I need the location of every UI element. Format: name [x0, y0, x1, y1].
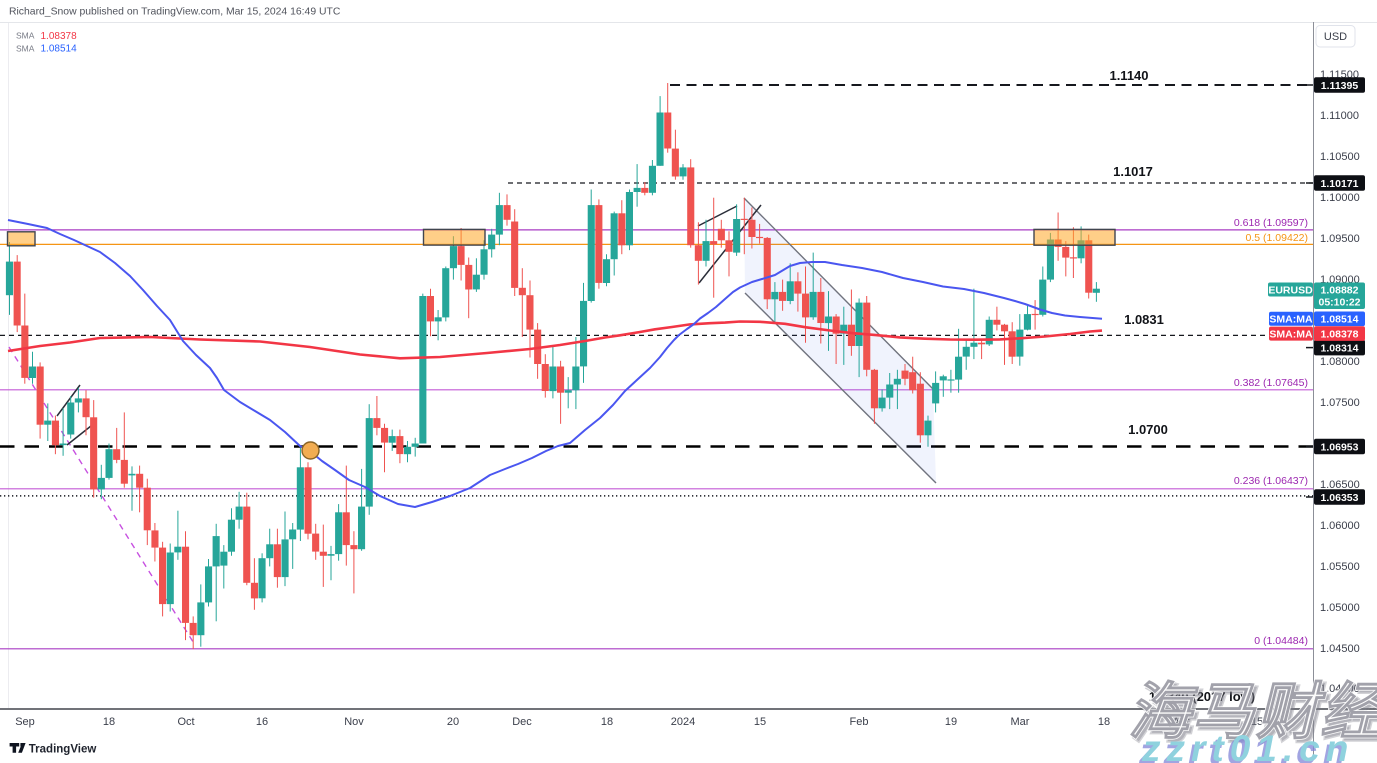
svg-text:Oct: Oct: [177, 716, 194, 728]
svg-text:1.08514: 1.08514: [1321, 314, 1359, 326]
svg-text:16: 16: [256, 716, 268, 728]
svg-text:1.10000: 1.10000: [1320, 192, 1360, 204]
svg-text:1.08882: 1.08882: [1321, 285, 1359, 297]
svg-text:1.05500: 1.05500: [1320, 561, 1360, 573]
svg-text:20: 20: [447, 716, 459, 728]
svg-text:SMA: SMA: [16, 43, 35, 53]
svg-text:1.04500: 1.04500: [1320, 643, 1360, 655]
svg-text:Apr: Apr: [1172, 716, 1189, 728]
svg-text:USD: USD: [1324, 31, 1347, 43]
svg-text:0.236 (1.06437): 0.236 (1.06437): [1234, 475, 1308, 487]
svg-text:15: 15: [1251, 716, 1263, 728]
svg-text:18: 18: [1098, 716, 1110, 728]
svg-text:SMA:MA: SMA:MA: [1269, 314, 1313, 326]
svg-text:15: 15: [754, 716, 766, 728]
svg-text:1.08378: 1.08378: [41, 31, 78, 42]
svg-text:1.0700: 1.0700: [1128, 422, 1168, 437]
svg-text:TradingView: TradingView: [29, 743, 97, 755]
svg-text:Mar: Mar: [1011, 716, 1030, 728]
svg-text:0.382 (1.07645): 0.382 (1.07645): [1234, 377, 1308, 389]
svg-text:1.05000: 1.05000: [1320, 602, 1360, 614]
svg-text:1.09500: 1.09500: [1320, 233, 1360, 245]
svg-text:1.1140: 1.1140: [1109, 68, 1148, 83]
svg-text:1.06353: 1.06353: [1321, 492, 1359, 504]
svg-text:Dec: Dec: [512, 716, 532, 728]
svg-text:18: 18: [103, 716, 115, 728]
svg-text:Richard_Snow published on Trad: Richard_Snow published on TradingView.co…: [9, 7, 341, 18]
svg-text:0.5 (1.09422): 0.5 (1.09422): [1246, 232, 1308, 244]
svg-text:1.11000: 1.11000: [1320, 110, 1359, 122]
svg-text:05:10:22: 05:10:22: [1318, 297, 1360, 309]
svg-text:1.08514: 1.08514: [41, 44, 78, 55]
svg-text:1.1017: 1.1017: [1113, 164, 1153, 179]
svg-text:SMA: SMA: [16, 31, 35, 41]
svg-text:Feb: Feb: [850, 716, 869, 728]
svg-text:EURUSD: EURUSD: [1268, 284, 1313, 296]
svg-text:1.06000: 1.06000: [1320, 520, 1360, 532]
svg-text:0 (1.04484): 0 (1.04484): [1254, 635, 1308, 647]
svg-text:1.08314: 1.08314: [1321, 342, 1359, 354]
svg-text:1.04000: 1.04000: [1320, 683, 1360, 695]
svg-text:1.06953: 1.06953: [1321, 441, 1359, 453]
svg-text:0.618 (1.09597): 0.618 (1.09597): [1234, 217, 1308, 229]
svg-text:18: 18: [601, 716, 613, 728]
svg-text:Sep: Sep: [15, 716, 35, 728]
svg-text:Nov: Nov: [344, 716, 364, 728]
svg-text:1.07500: 1.07500: [1320, 397, 1360, 409]
svg-text:1.10500: 1.10500: [1320, 151, 1360, 163]
svg-text:1.10171: 1.10171: [1321, 178, 1359, 190]
svg-text:SMA:MA: SMA:MA: [1269, 328, 1313, 340]
svg-text:1.0340 (2017 low): 1.0340 (2017 low): [1149, 689, 1255, 704]
svg-text:2024: 2024: [671, 716, 695, 728]
svg-text:1.06500: 1.06500: [1320, 479, 1360, 491]
svg-text:1.11395: 1.11395: [1321, 80, 1359, 92]
svg-text:1.08378: 1.08378: [1321, 328, 1359, 340]
svg-text:1.08000: 1.08000: [1320, 356, 1360, 368]
svg-text:1.0831: 1.0831: [1124, 312, 1164, 327]
svg-text:19: 19: [945, 716, 957, 728]
